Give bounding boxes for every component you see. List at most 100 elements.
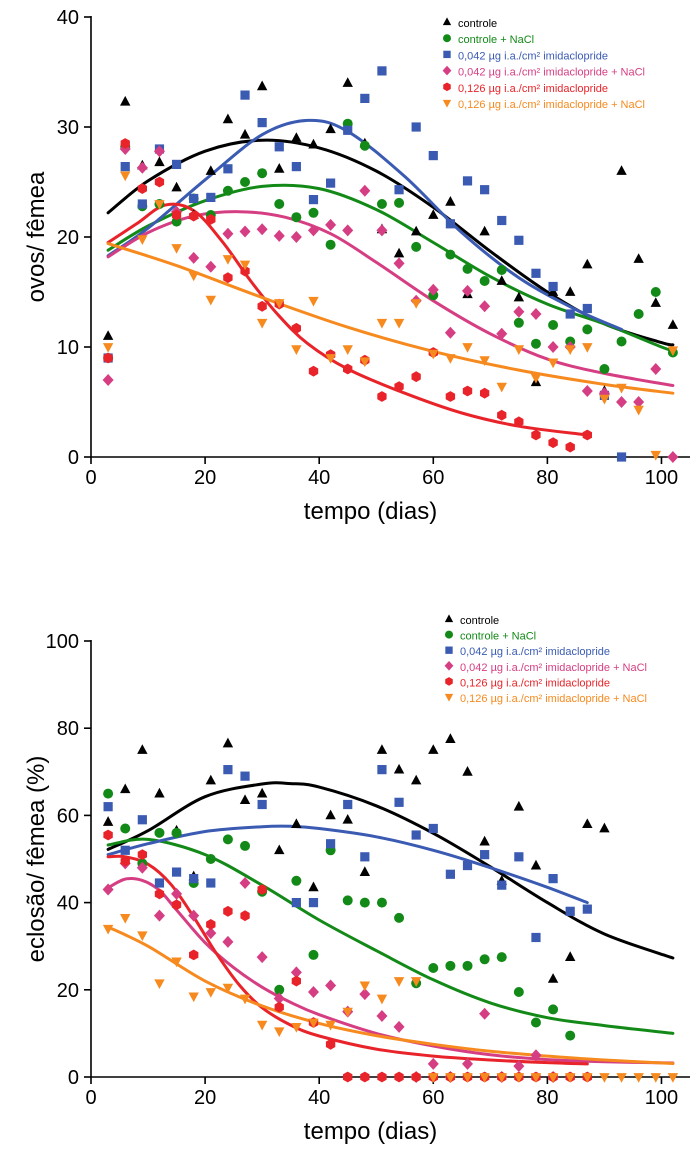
y-axis-title: eclosão/ fêmea (%) [23,756,50,963]
marker-s4-p7 [223,905,233,917]
marker-s0-p29 [599,822,610,833]
marker-s3-p10 [273,992,285,1005]
markers-series-2 [103,66,627,462]
marker-s0-p14 [342,77,353,87]
marker-s4-p7 [223,272,233,284]
marker-s5-p31 [633,1073,644,1083]
marker-s3-p14 [342,224,354,237]
marker-s0-p13 [325,123,336,134]
marker-s5-p29 [599,1073,610,1083]
marker-s0-p8 [239,128,251,139]
marker-s2-p22 [497,880,507,890]
marker-s5-p21 [462,1073,473,1083]
marker-s0-p7 [222,737,234,748]
marker-s0-p26 [547,973,559,983]
marker-s0-p18 [410,774,422,785]
marker-s1-p13 [325,239,336,250]
marker-s5-p22 [479,356,490,366]
marker-s3-p0 [102,374,114,386]
marker-s0-p15 [359,866,371,876]
marker-s5-p24 [513,345,525,355]
marker-s3-p12 [307,224,319,237]
marker-s2-p25 [548,874,558,884]
marker-s2-p26 [548,281,558,292]
marker-s5-p9 [256,1020,268,1031]
marker-s1-p32 [650,287,661,297]
marker-s0-p12 [308,881,319,892]
marker-s3-p4 [171,887,183,900]
marker-s5-p6 [205,295,216,306]
marker-s0-p20 [445,196,456,206]
x-axis-title: tempo (dias) [304,1118,437,1145]
marker-s3-p7 [222,935,234,948]
legend-label-4: 0,126 µg i.a./cm² imidaclopride [458,83,608,95]
y-tick-label: 100 [46,631,79,653]
marker-s4-p11 [291,975,301,987]
series-5 [106,242,675,395]
markers-series-0 [102,77,679,395]
marker-s4-p27 [565,441,575,453]
marker-s2-p9 [257,118,267,128]
marker-s1-p28 [582,324,593,335]
marker-s2-p26 [565,906,575,916]
marker-s0-p22 [479,225,490,236]
marker-s2-p1 [120,845,130,855]
marker-s1-p31 [633,309,644,319]
marker-s5-p16 [376,318,388,329]
marker-s5-p27 [565,345,576,355]
marker-s5-p4 [171,244,182,254]
legend-marker-3 [444,661,454,671]
marker-s4-p24 [514,416,524,428]
marker-s1-p15 [359,897,370,908]
marker-s3-p20 [444,326,456,339]
marker-s2-p19 [428,151,438,161]
marker-s5-p33 [667,346,679,357]
marker-s1-p10 [274,984,285,995]
marker-s4-p1 [120,138,130,149]
marker-s1-p26 [548,320,559,330]
marker-s3-p19 [427,1057,439,1070]
fit-curve-s3 [106,210,675,387]
marker-s1-p16 [376,897,387,908]
marker-s5-p19 [428,1073,439,1083]
markers-series-0 [102,733,610,983]
marker-s0-p24 [513,800,525,811]
marker-s2-p19 [445,869,455,879]
marker-s4-p23 [497,409,507,421]
marker-s2-p27 [565,309,575,319]
markers-series-4 [103,138,592,453]
marker-s4-p16 [377,1071,387,1083]
marker-s2-p25 [531,268,541,278]
marker-s1-p16 [376,199,387,209]
marker-s4-p14 [343,1071,353,1083]
x-tick-label: 20 [194,467,216,489]
marker-s2-p3 [154,878,165,888]
marker-s5-p2 [137,931,148,942]
marker-s2-p20 [445,219,455,229]
x-tick-label: 80 [536,467,558,489]
marker-s3-p31 [633,396,645,408]
y-tick-label: 40 [57,7,79,29]
marker-s4-p25 [531,429,541,441]
marker-s5-p8 [239,994,251,1005]
marker-s5-p30 [616,1073,627,1083]
legend-marker-4 [445,677,453,686]
marker-s0-p12 [308,138,319,149]
marker-s5-p12 [308,1018,319,1029]
marker-s2-p8 [240,90,250,100]
marker-s2-p5 [189,874,199,884]
marker-s2-p18 [428,823,438,834]
legend-marker-2 [443,50,451,59]
marker-s4-p15 [360,1071,370,1083]
legend-label-0: controle [458,18,497,30]
series-4 [106,854,589,1066]
marker-s0-p13 [325,809,336,820]
legend-marker-3 [442,65,452,76]
marker-s3-p16 [376,1009,388,1022]
marker-s0-p30 [616,165,627,175]
x-tick-label: 0 [85,1087,96,1109]
marker-s5-p14 [342,1007,353,1018]
marker-s5-p1 [120,171,131,182]
series-2 [106,118,623,331]
